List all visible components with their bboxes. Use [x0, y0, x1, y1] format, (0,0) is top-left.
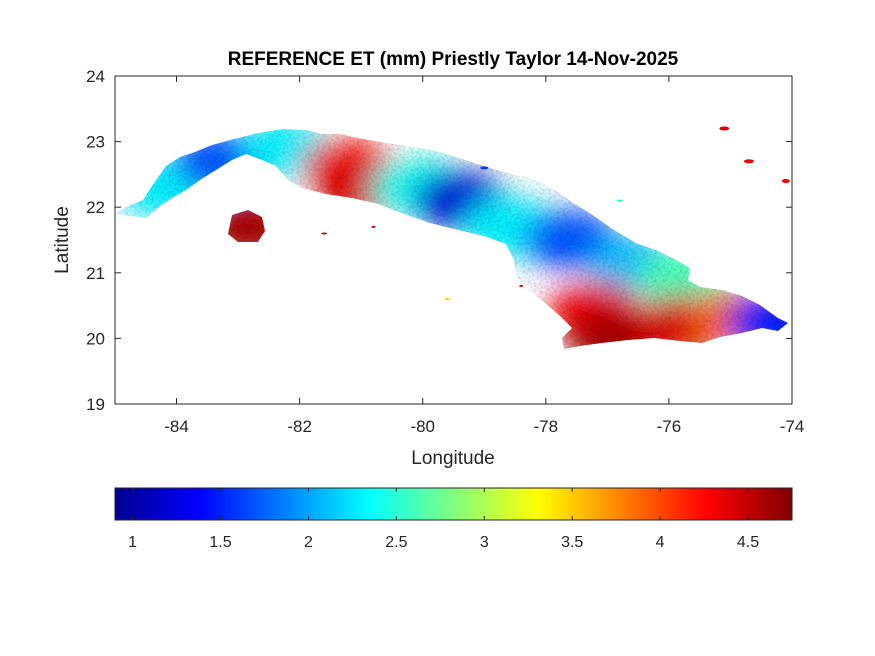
- cay: [719, 126, 730, 131]
- colorbar-tick-label: 2: [304, 534, 313, 551]
- colorbar-tick-label: 1: [128, 534, 137, 551]
- x-tick-label: -80: [410, 417, 435, 436]
- cay: [519, 284, 524, 287]
- x-axis-label: Longitude: [411, 448, 494, 469]
- x-tick-label: -76: [657, 417, 682, 436]
- x-tick-label: -82: [287, 417, 312, 436]
- y-tick-label: 19: [86, 395, 105, 414]
- cay: [616, 199, 623, 202]
- y-tick-label: 20: [86, 329, 105, 348]
- cay: [480, 166, 489, 170]
- cay: [444, 298, 451, 301]
- y-tick-label: 21: [86, 264, 105, 283]
- cay: [781, 178, 790, 183]
- y-axis: 19 20 21 22 23 24: [86, 67, 792, 414]
- cay: [743, 159, 754, 164]
- plot-area: [114, 75, 793, 405]
- y-tick-label: 23: [86, 133, 105, 152]
- colorbar-tick-label: 3.5: [561, 534, 583, 551]
- colorbar-tick-label: 4.5: [737, 534, 759, 551]
- chart-title: REFERENCE ET (mm) Priestly Taylor 14-Nov…: [228, 49, 679, 70]
- colorbar-tick-label: 3: [480, 534, 489, 551]
- x-axis: -84 -82 -80 -78 -76 -74: [164, 76, 804, 436]
- y-tick-label: 22: [86, 198, 105, 217]
- x-tick-label: -84: [164, 417, 189, 436]
- colorbar: [114, 487, 793, 521]
- x-tick-label: -78: [534, 417, 559, 436]
- colorbar-tick-label: 2.5: [385, 534, 407, 551]
- cay: [371, 225, 376, 228]
- x-tick-label: -74: [780, 417, 805, 436]
- colorbar-tick-label: 1.5: [209, 534, 231, 551]
- colorbar-ticks: 1 1.5 2 2.5 3 3.5 4 4.5: [128, 488, 759, 551]
- y-axis-label: Latitude: [52, 206, 73, 274]
- colorbar-tick-label: 4: [656, 534, 665, 551]
- cay: [321, 232, 328, 235]
- y-tick-label: 24: [86, 67, 105, 86]
